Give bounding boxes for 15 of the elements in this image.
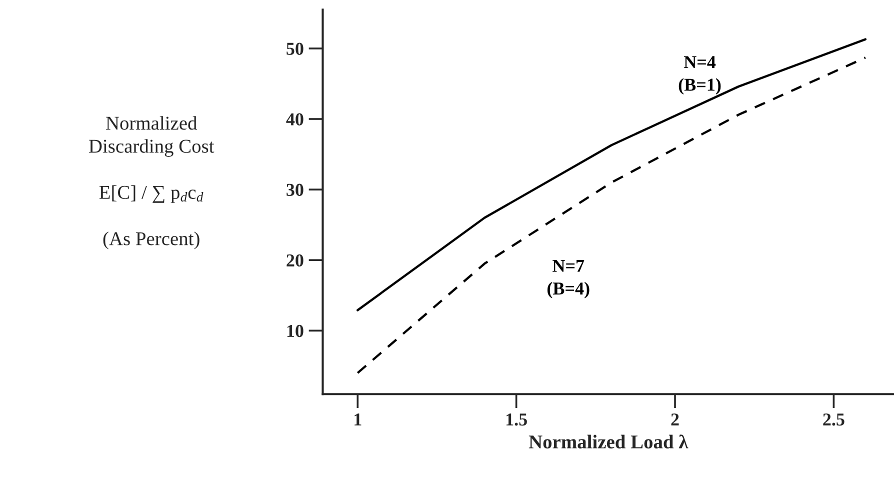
x-tick-label: 1.5 bbox=[506, 413, 527, 426]
y-tick-label: 50 bbox=[286, 42, 304, 55]
line-series bbox=[356, 38, 867, 312]
line-series bbox=[356, 56, 867, 374]
series-label: N=7 (B=4) bbox=[547, 260, 590, 298]
text: Normalized Discarding Cost E[C] / ∑ p$_{d}$c$_{d}$ (As Percent) bbox=[88, 116, 214, 250]
y-tick-label: 40 bbox=[286, 113, 304, 126]
y-tick-label: 10 bbox=[287, 324, 304, 338]
x-tick-label: 2 bbox=[671, 413, 679, 426]
y-tick-label: 30 bbox=[286, 184, 304, 196]
y-tick-label: 20 bbox=[286, 254, 304, 267]
x-tick-label: 1 bbox=[354, 413, 362, 426]
x-axis-title: Normalized Load λ bbox=[528, 434, 688, 448]
x-tick-label: 2.5 bbox=[823, 413, 844, 426]
series-label: N=4 (B=1) bbox=[678, 56, 721, 95]
